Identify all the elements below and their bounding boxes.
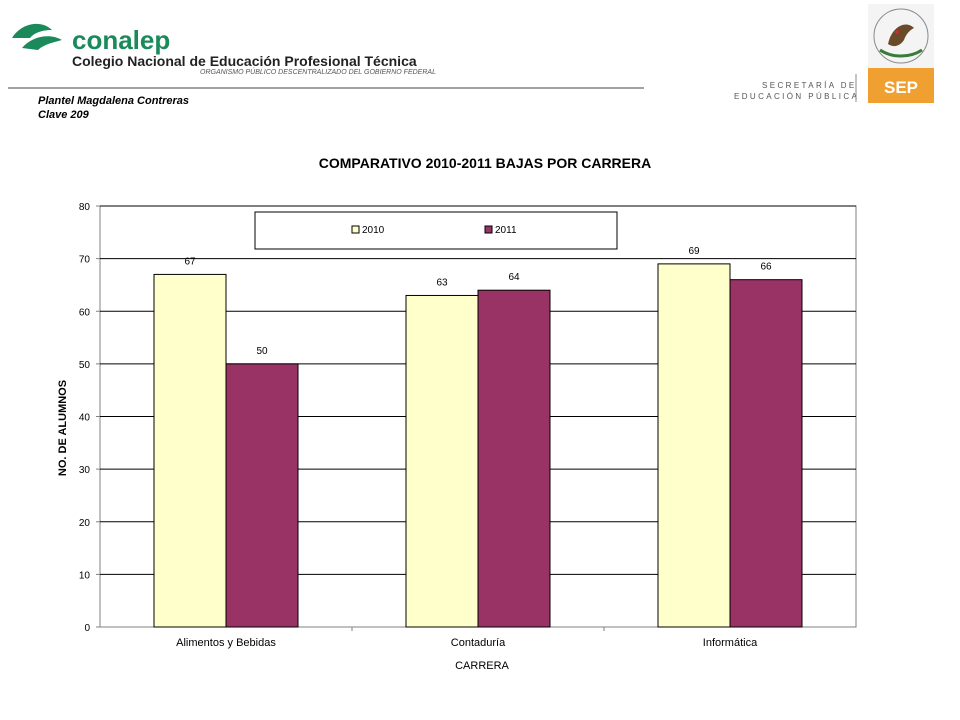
bar-2011 (477, 289, 551, 628)
data-label: 67 (184, 256, 196, 267)
sep-badge: SEP (868, 68, 934, 103)
institution-subtitle: ORGANISMO PÚBLICO DESCENTRALIZADO DEL GO… (200, 67, 436, 76)
y-axis-title: NO. DE ALUMNOS (57, 380, 69, 476)
legend-label: 2010 (362, 225, 385, 236)
institution-name: Colegio Nacional de Educación Profesiona… (72, 53, 417, 69)
clave-label: Clave 209 (38, 109, 90, 121)
data-label: 63 (436, 277, 448, 288)
data-label: 50 (256, 346, 268, 357)
legend (254, 211, 618, 250)
brand-name: conalep (72, 25, 170, 55)
x-tick-label: Alimentos y Bebidas (176, 637, 276, 649)
y-tick-label: 10 (79, 570, 91, 581)
national-seal-icon (868, 4, 934, 68)
legend-swatch (484, 225, 493, 234)
bar-2010 (405, 294, 479, 628)
y-tick-label: 30 (79, 465, 91, 476)
x-tick-label: Informática (703, 637, 758, 649)
bar-2011 (729, 279, 803, 628)
y-tick-label: 80 (79, 202, 91, 213)
data-label: 66 (760, 262, 772, 273)
y-tick-label: 0 (84, 623, 90, 634)
data-label: 64 (508, 272, 520, 283)
secretaria-line1: SECRETARÍA DE (762, 81, 857, 90)
bar-2011 (225, 363, 299, 628)
bar-2010 (153, 273, 227, 628)
plot-area: 0 10 20 30 40 50 60 70 80 67 50 Alimentos y Bebidas… (79, 202, 857, 649)
y-tick-label: 50 (79, 360, 91, 371)
bar-2010 (657, 263, 731, 628)
legend-label: 2011 (495, 225, 517, 236)
x-tick-label: Contaduría (451, 637, 506, 649)
plantel-label: Plantel Magdalena Contreras (38, 95, 189, 107)
chart-title: COMPARATIVO 2010-2011 BAJAS POR CARRERA (319, 155, 651, 171)
sep-badge-label: SEP (884, 78, 918, 97)
y-tick-label: 60 (79, 307, 91, 318)
y-tick-label: 70 (79, 255, 91, 266)
legend-swatch (351, 225, 360, 234)
y-tick-label: 40 (79, 413, 91, 424)
data-label: 69 (688, 246, 700, 257)
conalep-logo: conalep (12, 23, 170, 55)
page-header: conalep Colegio Nacional de Educación Pr… (8, 4, 934, 121)
x-axis-title: CARRERA (455, 660, 509, 672)
y-tick-label: 20 (79, 518, 91, 529)
secretaria-line2: EDUCACIÓN PÚBLICA (734, 92, 859, 101)
